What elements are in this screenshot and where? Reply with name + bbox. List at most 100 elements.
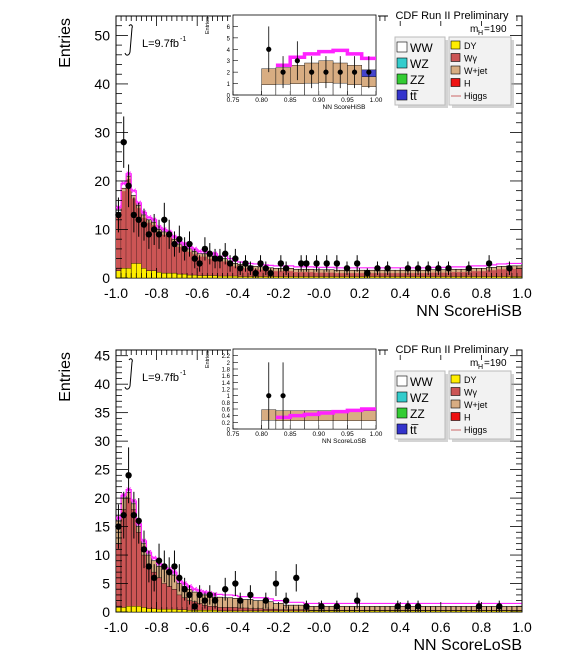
data-point	[186, 591, 193, 599]
bkg-dy-bar	[344, 610, 350, 613]
bkg-dy-bar	[186, 274, 193, 279]
bkg-dy-bar	[212, 275, 218, 279]
bkg-dy-bar	[283, 610, 289, 613]
bkg-dy-bar	[217, 275, 223, 279]
bkg-wgamma-bar	[400, 273, 406, 278]
lumi-label: L=9.7fb	[142, 372, 179, 384]
data-point	[211, 255, 219, 262]
data-point	[282, 597, 290, 604]
inset-x-tick-label: 0.85	[284, 431, 297, 438]
legend-label: ZZ	[410, 407, 425, 421]
bkg-dy-bar	[405, 276, 411, 279]
bkg-dy-bar	[196, 610, 203, 613]
inset-y-tick-label: 4	[227, 48, 231, 54]
data-point	[181, 586, 188, 593]
bkg-dy-bar	[481, 610, 487, 613]
bkg-dy-bar	[151, 270, 157, 279]
mass-value: =190	[484, 358, 507, 369]
bkg-dy-bar	[328, 276, 335, 279]
bkg-dy-bar	[460, 610, 467, 613]
integral-icon	[124, 358, 133, 390]
data-point	[323, 260, 330, 267]
bkg-dy-bar	[293, 276, 299, 279]
x-tick-label: -0.0	[307, 285, 331, 301]
bkg-dy-bar	[455, 276, 462, 279]
inset-x-tick-label: 1.00	[370, 431, 383, 438]
bkg-dy-bar	[308, 610, 315, 613]
bkg-dy-bar	[313, 610, 320, 613]
inset-x-title: NN ScoreLoSB	[322, 438, 366, 445]
inset-data-point	[323, 69, 329, 75]
bkg-dy-bar	[491, 276, 497, 279]
data-point	[445, 265, 452, 272]
signal-marker	[136, 200, 142, 206]
mass-sub: H	[478, 30, 483, 37]
y-tick-label: 30	[94, 433, 110, 449]
inset-y-tick-label: 3	[227, 59, 231, 65]
bkg-wgamma-bar	[339, 273, 345, 278]
inset-bkg-ww-bar	[347, 420, 362, 430]
bkg-wgamma-bar	[288, 271, 294, 278]
data-point	[435, 265, 442, 272]
bkg-dy-bar	[283, 276, 289, 279]
bkg-dy-bar	[440, 610, 447, 613]
bkg-dy-bar	[131, 263, 137, 279]
x-tick-label: 0.8	[472, 619, 492, 635]
inset-y-tick-label: 6	[227, 25, 231, 31]
bkg-wgamma-bar	[126, 179, 132, 278]
x-tick-label: -0.8	[145, 285, 169, 301]
data-point	[496, 603, 503, 610]
inset-y-tick-label: 1.6	[222, 374, 231, 380]
bkg-wgamma-bar	[349, 273, 355, 278]
x-tick-label: -0.8	[145, 619, 169, 635]
bkg-wgamma-bar	[176, 246, 182, 278]
bkg-dy-bar	[374, 610, 381, 613]
bkg-wgamma-bar	[202, 256, 208, 278]
lumi-label: L=9.7fb	[142, 38, 179, 50]
legend-swatch	[450, 399, 461, 409]
bkg-wgamma-bar	[212, 259, 218, 278]
bkg-dy-bar	[181, 273, 188, 279]
data-point	[206, 250, 213, 257]
inset-y-tick-label: 1.8	[222, 368, 231, 374]
signal-marker	[131, 188, 137, 194]
inset-bkg-ww-bar	[261, 84, 277, 96]
inset-y-tick-label: 5	[227, 36, 231, 42]
data-point	[247, 265, 254, 272]
lumi-exponent: -1	[180, 36, 186, 43]
data-point	[242, 260, 249, 267]
data-point	[247, 591, 254, 599]
bkg-wgamma-bar	[425, 273, 431, 278]
data-point	[303, 603, 310, 610]
bkg-dy-bar	[359, 276, 365, 279]
bkg-wgamma-bar	[445, 272, 451, 278]
bkg-dy-bar	[217, 610, 223, 613]
bkg-wgamma-bar	[258, 269, 264, 278]
bkg-wgamma-bar	[319, 272, 325, 278]
bkg-dy-bar	[257, 610, 264, 613]
legend-label: WW	[410, 375, 433, 389]
x-axis-title: NN ScoreLoSB	[414, 637, 523, 654]
signal-marker	[202, 589, 208, 595]
data-point	[196, 260, 203, 267]
bkg-dy-bar	[156, 608, 162, 613]
data-point	[171, 240, 178, 248]
bkg-dy-bar	[196, 275, 203, 279]
bkg-dy-bar	[227, 275, 233, 279]
chart-title: CDF Run II Preliminary	[395, 344, 509, 356]
bkg-dy-bar	[308, 276, 315, 279]
data-point	[404, 603, 412, 610]
bkg-wgamma-bar	[176, 594, 183, 613]
data-point	[145, 563, 153, 570]
data-point	[485, 260, 493, 267]
bkg-wgamma-bar	[374, 273, 380, 278]
data-point	[135, 216, 142, 223]
data-point	[226, 260, 234, 267]
title-box	[388, 342, 516, 355]
bkg-dy-bar	[339, 276, 345, 279]
legend-label: Higgs	[464, 425, 488, 435]
bkg-dy-bar	[171, 272, 178, 279]
bkg-dy-bar	[222, 610, 228, 613]
data-point	[161, 563, 168, 570]
y-tick-label: 0	[102, 270, 110, 286]
